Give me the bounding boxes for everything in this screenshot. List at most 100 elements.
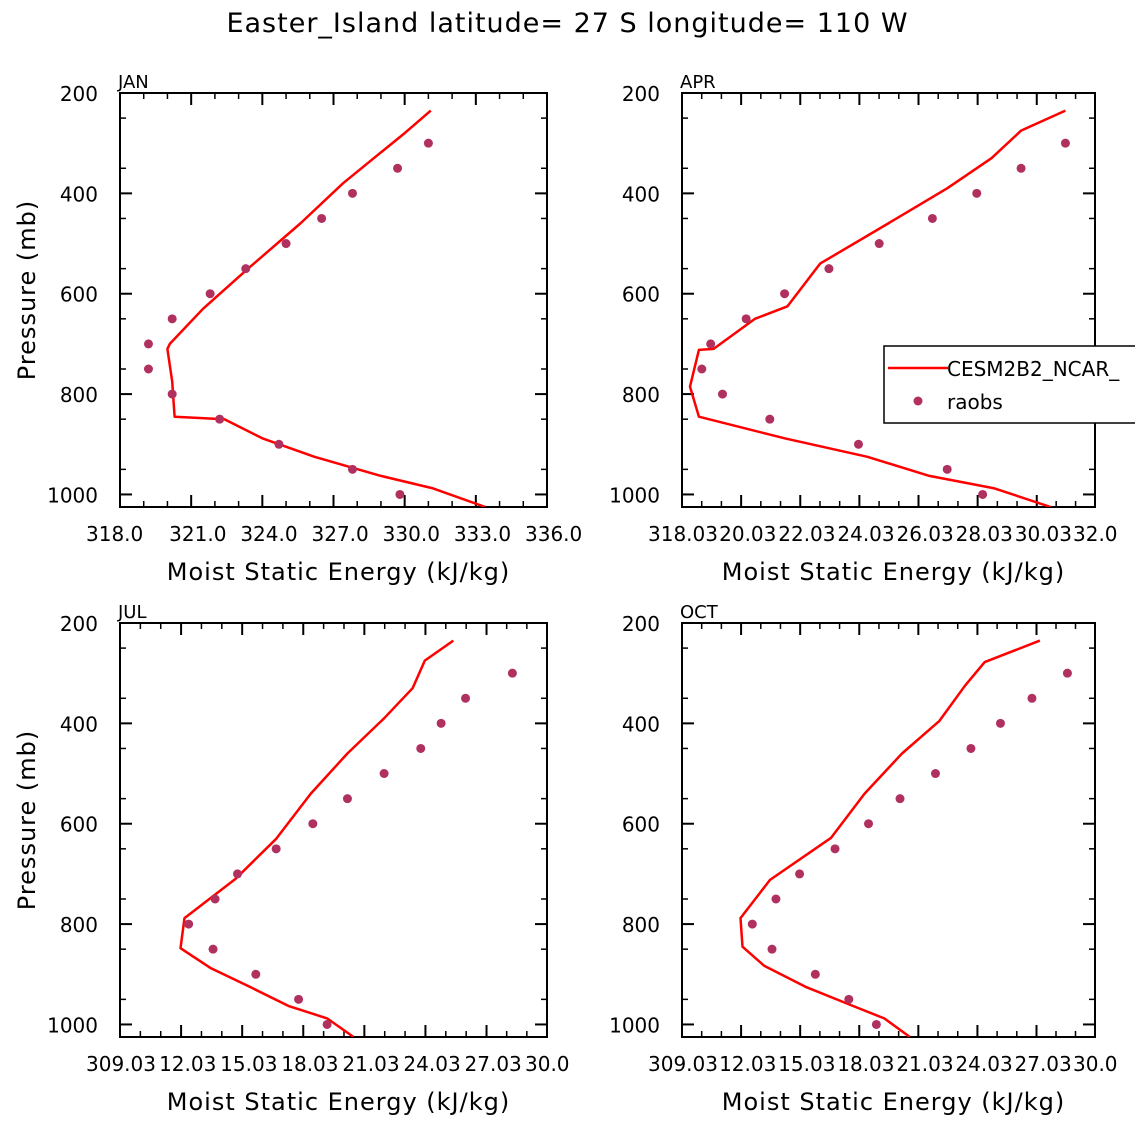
x-tick-label: 327.0 <box>312 522 369 546</box>
x-tick-label: 324.0 <box>240 522 297 546</box>
x-tick-label: 318.03 <box>648 522 718 546</box>
x-tick-label: 18.03 <box>837 1052 894 1076</box>
panel-apr: APR 318.0320.0322.0324.0326.0328.0330.033… <box>609 72 1117 586</box>
plot-frame <box>681 622 1096 1038</box>
x-tick-label: 18.03 <box>281 1052 338 1076</box>
raobs-point <box>208 944 218 954</box>
x-axis-label: Moist Static Energy (kJ/kg) <box>167 1088 510 1116</box>
raobs-point <box>741 314 751 324</box>
panel-month-label: JAN <box>117 72 149 93</box>
x-tick-label: 24.03 <box>955 1052 1012 1076</box>
y-tick-label: 200 <box>60 82 98 106</box>
raobs-point <box>241 264 251 274</box>
y-tick-label: 800 <box>60 913 98 937</box>
raobs-point <box>393 163 403 173</box>
y-tick-label: 1000 <box>609 1013 660 1037</box>
raobs-point <box>824 264 834 274</box>
raobs-point <box>317 213 327 223</box>
raobs-point <box>844 994 854 1004</box>
raobs-point <box>864 819 874 829</box>
raobs-point <box>830 844 840 854</box>
panel-month-label: APR <box>680 72 716 93</box>
raobs-point <box>1062 668 1072 678</box>
x-tick-label: 27.03 <box>465 1052 522 1076</box>
raobs-point <box>416 743 426 753</box>
raobs-point <box>205 289 215 299</box>
raobs-point <box>810 969 820 979</box>
y-tick-label: 600 <box>622 813 660 837</box>
y-tick-label: 200 <box>622 82 660 106</box>
legend-label-model: CESM2B2_NCAR_ <box>947 357 1120 381</box>
raobs-point <box>210 894 220 904</box>
x-tick-label: 309.03 <box>86 1052 156 1076</box>
raobs-point <box>347 188 357 198</box>
raobs-point <box>294 994 304 1004</box>
raobs-point <box>308 819 318 829</box>
raobs-point <box>780 289 790 299</box>
raobs-point <box>706 339 716 349</box>
y-tick-label: 400 <box>622 712 660 736</box>
panel-jul: JUL 309.03 12.03 15.03 18.03 21.03 24.03 27.03 3… <box>13 602 570 1116</box>
raobs-point <box>1027 693 1037 703</box>
x-axis-label: Moist Static Energy (kJ/kg) <box>722 1088 1065 1116</box>
x-tick-label: 24.03 <box>403 1052 460 1076</box>
x-tick-label: 309.03 <box>648 1052 718 1076</box>
raobs-point <box>927 213 937 223</box>
x-tick-label: 30.0 <box>1073 1052 1118 1076</box>
raobs-point <box>461 693 471 703</box>
raobs-point <box>942 464 952 474</box>
raobs-point <box>143 364 153 374</box>
plot-frame <box>681 92 1096 508</box>
y-tick-label: 800 <box>622 383 660 407</box>
panel-month-label: OCT <box>680 602 719 623</box>
x-tick-label: 15.03 <box>220 1052 277 1076</box>
legend-marker-swatch <box>913 396 923 406</box>
raobs-point <box>771 894 781 904</box>
x-tick-label: 30.03 <box>1015 522 1072 546</box>
x-tick-label: 21.03 <box>896 1052 953 1076</box>
raobs-point <box>167 314 177 324</box>
raobs-point <box>271 844 281 854</box>
raobs-point <box>395 489 405 499</box>
model-series-line <box>179 639 455 1037</box>
legend-label-obs: raobs <box>947 390 1003 414</box>
x-tick-label: 22.03 <box>778 522 835 546</box>
plot-frame <box>119 92 548 508</box>
raobs-point <box>795 869 805 879</box>
x-axis-label: Moist Static Energy (kJ/kg) <box>722 558 1065 586</box>
y-tick-label: 200 <box>60 612 98 636</box>
x-axis-label: Moist Static Energy (kJ/kg) <box>167 558 510 586</box>
raobs-point <box>423 138 433 148</box>
y-axis-label: Pressure (mb) <box>13 730 41 910</box>
y-tick-label: 400 <box>622 182 660 206</box>
raobs-point <box>436 718 446 728</box>
raobs-point <box>184 919 194 929</box>
x-tick-label: 15.03 <box>778 1052 835 1076</box>
y-tick-label: 600 <box>60 283 98 307</box>
raobs-point <box>322 1019 332 1029</box>
raobs-point <box>347 464 357 474</box>
y-tick-label: 1000 <box>47 1013 98 1037</box>
raobs-point <box>507 668 517 678</box>
raobs-point <box>697 364 707 374</box>
plot-frame <box>119 622 548 1038</box>
y-tick-label: 600 <box>622 283 660 307</box>
raobs-point <box>972 188 982 198</box>
x-tick-label: 30.0 <box>525 1052 570 1076</box>
raobs-point <box>342 794 352 804</box>
legend: CESM2B2_NCAR_raobs <box>883 345 1135 424</box>
x-tick-label: 321.0 <box>169 522 226 546</box>
raobs-point <box>930 769 940 779</box>
x-tick-label: 330.0 <box>383 522 440 546</box>
x-tick-label: 28.03 <box>956 522 1013 546</box>
legend-box <box>883 345 1135 424</box>
model-series-line <box>166 109 486 507</box>
raobs-point <box>853 439 863 449</box>
panel-month-label: JUL <box>117 602 147 623</box>
x-tick-label: 27.03 <box>1015 1052 1072 1076</box>
y-tick-label: 400 <box>60 182 98 206</box>
panel-jan: JAN 318.0 321.0 324.0 327.0 330.0 333.0 336.0 20… <box>13 72 582 586</box>
raobs-point <box>765 414 775 424</box>
